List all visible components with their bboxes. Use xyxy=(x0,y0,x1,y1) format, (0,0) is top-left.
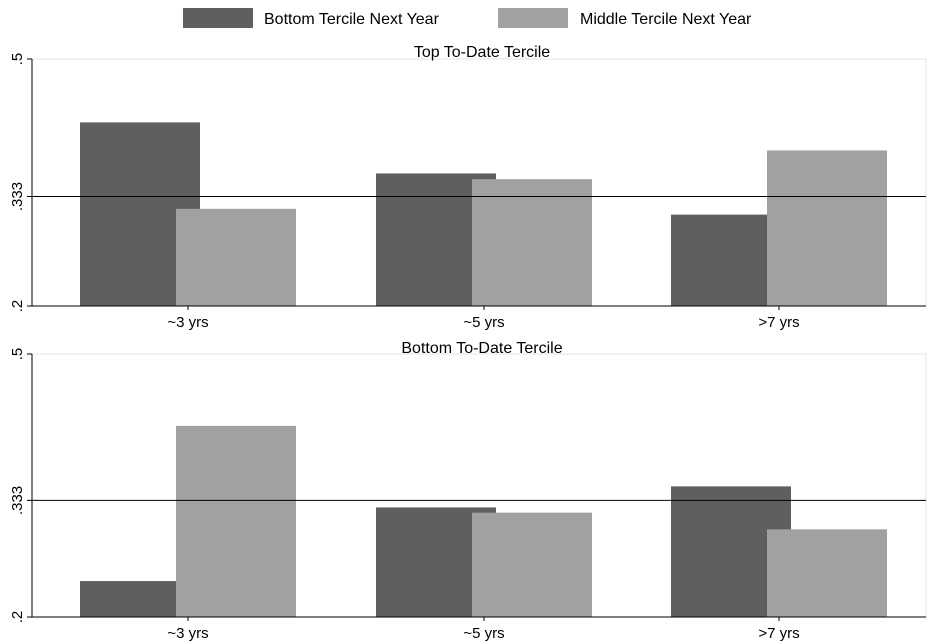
x-tick-label-2: >7 yrs xyxy=(758,314,799,331)
bar-panel1-series1-2 xyxy=(767,529,887,617)
legend-swatch-1 xyxy=(498,8,568,28)
legend-swatch-0 xyxy=(183,8,253,28)
y-tick-label-0: .5 xyxy=(9,53,26,66)
y-tick-label-0: .5 xyxy=(9,348,26,361)
legend-label-0: Bottom Tercile Next Year xyxy=(264,11,440,28)
bar-panel1-series1-1 xyxy=(472,512,592,617)
y-tick-label-1: .333 xyxy=(9,486,26,515)
bar-panel0-series1-1 xyxy=(472,179,592,306)
x-tick-label-0: ~3 yrs xyxy=(167,625,208,642)
panel-title-0: Top To-Date Tercile xyxy=(414,44,550,61)
x-tick-label-0: ~3 yrs xyxy=(167,314,208,331)
legend-label-1: Middle Tercile Next Year xyxy=(580,11,752,28)
y-tick-label-1: .333 xyxy=(9,182,26,211)
y-tick-label-2: .2 xyxy=(9,611,26,624)
panel-title-1: Bottom To-Date Tercile xyxy=(401,340,562,357)
chart-panels: .5 .333 .2 ~3 yrs ~5 yrs >7 yrs Top To-Date Te… xyxy=(9,44,927,642)
bar-panel0-series1-0 xyxy=(176,208,296,306)
panel-1: .5 .333 .2 ~3 yrs ~5 yrs >7 yrs Bottom To-Date… xyxy=(9,340,927,642)
x-tick-label-1: ~5 yrs xyxy=(463,625,504,642)
y-tick-label-2: .2 xyxy=(9,300,26,313)
panel-0: .5 .333 .2 ~3 yrs ~5 yrs >7 yrs Top To-Date Te… xyxy=(9,44,927,331)
bar-panel0-series1-2 xyxy=(767,150,887,306)
legend: Bottom Tercile Next Year Middle Tercile N… xyxy=(183,8,752,28)
bar-panel1-series1-0 xyxy=(176,425,296,617)
x-tick-label-2: >7 yrs xyxy=(758,625,799,642)
x-tick-label-1: ~5 yrs xyxy=(463,314,504,331)
